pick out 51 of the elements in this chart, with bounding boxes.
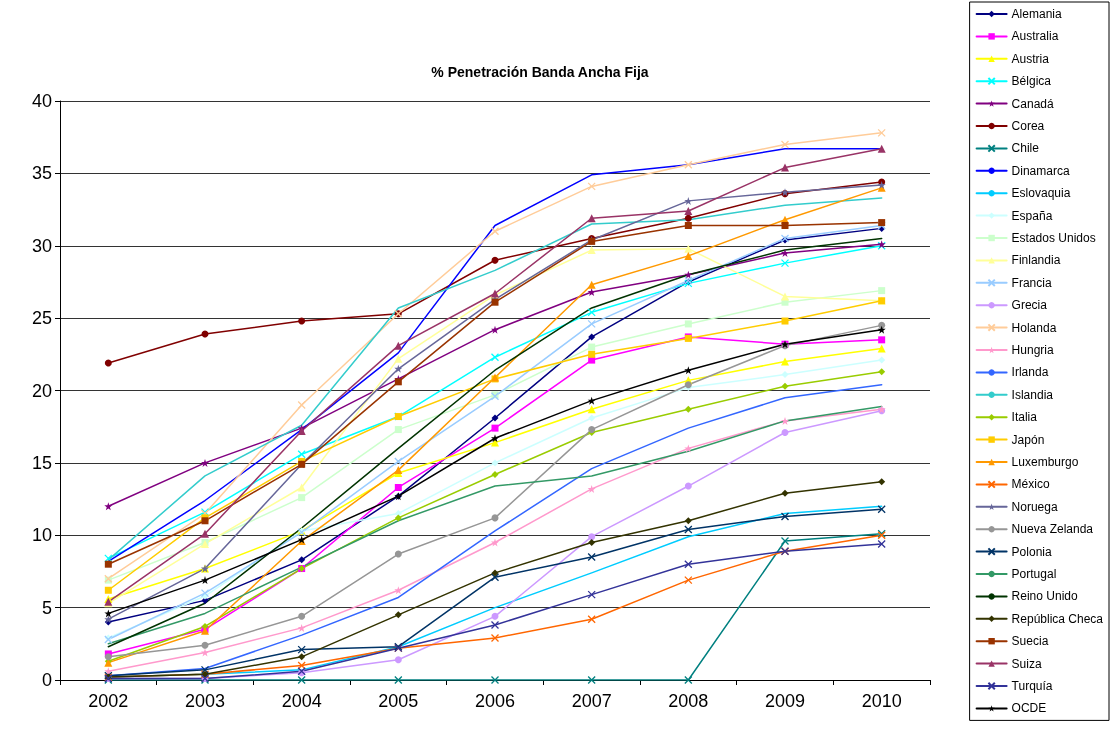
legend-label: Corea bbox=[1011, 119, 1045, 133]
legend-label: Finlandia bbox=[1011, 253, 1061, 268]
legend-label: República Checa bbox=[1011, 611, 1104, 626]
legend-label: Suiza bbox=[1011, 656, 1042, 671]
legend-label: Irlanda bbox=[1011, 365, 1049, 380]
legend-label: Italia bbox=[1011, 410, 1038, 425]
x-tick-label: 2006 bbox=[474, 691, 516, 711]
legend-label: Noruega bbox=[1011, 499, 1058, 514]
legend-label: Japón bbox=[1011, 432, 1045, 447]
legend-label: Dinamarca bbox=[1011, 163, 1070, 178]
legend-label: Islandia bbox=[1011, 387, 1054, 402]
legend-label: España bbox=[1011, 208, 1053, 223]
y-tick-label: 10 bbox=[31, 525, 52, 546]
legend-label: Polonia bbox=[1011, 544, 1052, 559]
legend-label: Holanda bbox=[1011, 320, 1057, 335]
y-tick-label: 15 bbox=[31, 452, 52, 473]
legend-label: Grecia bbox=[1011, 298, 1048, 313]
y-tick-label: 30 bbox=[31, 235, 52, 256]
legend-label: Nueva Zelanda bbox=[1011, 522, 1094, 537]
legend-label: Francia bbox=[1011, 275, 1052, 290]
legend-label: OCDE bbox=[1011, 701, 1047, 716]
y-tick-label: 5 bbox=[41, 597, 52, 618]
legend-label: Reino Unido bbox=[1011, 589, 1078, 604]
legend-label: Portugal bbox=[1011, 567, 1057, 581]
y-tick-label: 35 bbox=[31, 163, 52, 184]
chart-title: % Penetración Banda Ancha Fija bbox=[431, 64, 649, 80]
legend-label: Suecia bbox=[1011, 634, 1049, 649]
legend-label: Canadá bbox=[1011, 96, 1054, 111]
y-tick-label: 40 bbox=[31, 91, 52, 111]
legend-label: México bbox=[1011, 477, 1050, 492]
legend-label: Bélgica bbox=[1011, 74, 1052, 89]
y-tick-label: 25 bbox=[31, 308, 52, 329]
legend-label: Eslovaquia bbox=[1011, 186, 1071, 201]
legend-label: Austria bbox=[1011, 51, 1050, 66]
x-tick-label: 2007 bbox=[571, 691, 612, 711]
x-tick-label: 2005 bbox=[378, 691, 419, 711]
x-tick-label: 2010 bbox=[861, 691, 902, 711]
x-tick-label: 2009 bbox=[764, 691, 806, 711]
legend-label: Estados Unidos bbox=[1011, 231, 1096, 245]
legend-label: Turquía bbox=[1011, 679, 1053, 693]
x-tick-label: 2002 bbox=[88, 691, 129, 711]
x-tick-label: 2003 bbox=[184, 691, 226, 711]
x-tick-label: 2008 bbox=[668, 691, 709, 711]
legend-label: Hungria bbox=[1011, 343, 1054, 357]
y-tick-label: 20 bbox=[31, 380, 52, 401]
legend-label: Alemania bbox=[1011, 7, 1062, 21]
y-tick-label: 0 bbox=[41, 670, 52, 690]
legend-label: Chile bbox=[1011, 141, 1040, 156]
legend-label: Luxemburgo bbox=[1011, 455, 1079, 469]
x-tick-label: 2004 bbox=[281, 691, 322, 711]
legend-label: Australia bbox=[1011, 29, 1059, 44]
